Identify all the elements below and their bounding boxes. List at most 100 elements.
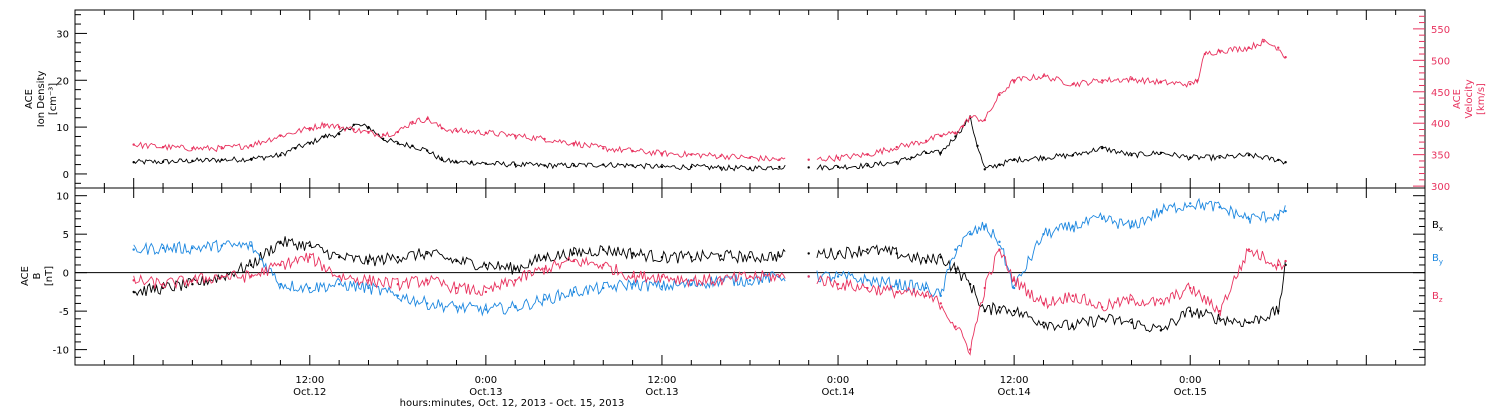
density-series-point <box>455 161 458 164</box>
density-series-point <box>910 156 913 159</box>
by-series-point <box>954 248 957 251</box>
by-series-point <box>983 225 986 228</box>
by-series-point <box>1247 217 1251 220</box>
bx-series-point <box>572 252 576 255</box>
density-series-point <box>983 168 986 171</box>
density-series-point <box>778 165 781 169</box>
velocity-series-point <box>308 127 311 130</box>
bx-series-point <box>1218 317 1221 321</box>
bz-series-point <box>1277 263 1280 267</box>
x-tick-label-time: 0:00 <box>1179 375 1201 386</box>
x-tick-label-date: Oct.14 <box>998 387 1031 398</box>
by-series-point <box>690 282 693 286</box>
bx-series-point <box>132 290 135 294</box>
by-series-point <box>939 294 942 297</box>
density-series-point <box>249 157 253 161</box>
bz-series-point <box>836 282 840 286</box>
bottom-ylabel-line3: [nT] <box>44 266 55 286</box>
by-series-point <box>425 302 429 305</box>
by-series-point <box>968 232 972 236</box>
velocity-series-point <box>968 115 972 119</box>
bx-series-point <box>1247 321 1251 324</box>
velocity-series-point <box>690 153 693 156</box>
density-series-point <box>161 160 165 163</box>
velocity-series-point <box>961 125 964 128</box>
bz-series-point <box>1284 259 1287 263</box>
by-series-point <box>455 306 458 309</box>
bx-series-point <box>1100 317 1104 321</box>
velocity-series-point <box>279 134 282 137</box>
velocity-series-point <box>352 128 356 131</box>
density-series-point <box>220 158 223 162</box>
by-series-trace <box>133 197 1286 317</box>
bz-series-point <box>660 275 664 278</box>
bx-series <box>132 236 1287 333</box>
density-series-point <box>440 158 444 162</box>
bz-series <box>132 247 1287 356</box>
velocity-series-point <box>1203 52 1207 56</box>
velocity-series-point <box>748 156 752 160</box>
bx-series-point <box>998 306 1001 309</box>
bx-series-point <box>396 256 400 259</box>
bz-series-point <box>1247 248 1251 251</box>
bz-series-point <box>719 279 722 282</box>
velocity-series-point <box>367 131 370 134</box>
by-series-point <box>249 244 253 247</box>
bottom-ytick-label: 10 <box>56 192 69 203</box>
density-series-point <box>748 167 752 170</box>
velocity-series-point <box>1071 83 1075 86</box>
top-y2label-line3: [km/s] <box>1476 83 1487 115</box>
density-series <box>132 115 1287 172</box>
x-tick-label-time: 12:00 <box>648 375 677 386</box>
velocity-series-point <box>836 156 840 160</box>
by-series-point <box>543 298 546 301</box>
bz-series-point <box>1159 302 1163 305</box>
bx-series-point <box>1159 329 1163 332</box>
bz-series-point <box>396 282 400 286</box>
bx-series-point <box>778 254 781 257</box>
x-axis-title: hours:minutes, Oct. 12, 2013 - Oct. 15, … <box>400 398 625 409</box>
density-series-point <box>866 164 869 167</box>
bz-series-point <box>778 275 781 278</box>
bx-series-point <box>866 248 869 251</box>
x-tick-label-time: 12:00 <box>1000 375 1029 386</box>
bz-series-point <box>308 256 311 259</box>
bz-series-point <box>895 290 898 294</box>
density-series-trace <box>133 115 1286 172</box>
by-series-point <box>161 246 165 250</box>
top-ytick-label: 30 <box>56 29 69 40</box>
bz-series-point <box>367 279 370 282</box>
bz-series-point <box>514 279 517 282</box>
bx-series-point <box>924 259 928 263</box>
x-tick-label-date: Oct.14 <box>821 387 854 398</box>
density-series-point <box>308 142 311 145</box>
x-tick-label-date: Oct.15 <box>1174 387 1207 398</box>
x-tick-label-date: Oct.13 <box>645 387 678 398</box>
bx-series-point <box>983 309 986 313</box>
by-series-point <box>308 286 311 290</box>
density-series-point <box>132 161 135 164</box>
bx-series-point <box>1012 309 1016 313</box>
by-series-point <box>1100 217 1104 220</box>
density-series-point <box>1071 154 1075 157</box>
bottom-ylabel-line2: B <box>32 272 43 279</box>
velocity-series-point <box>998 93 1001 97</box>
bz-series-point <box>866 286 869 290</box>
bz-series-point <box>484 290 488 294</box>
bx-series-point <box>939 256 942 259</box>
bz-series-point <box>748 275 752 278</box>
bx-series-point <box>836 252 840 255</box>
by-series-point <box>895 282 898 286</box>
bz-series-point <box>1100 306 1104 309</box>
bx-series-point <box>543 256 546 259</box>
bz-series-point <box>1130 298 1133 301</box>
density-series-point <box>939 151 942 155</box>
bx-series-trace <box>133 236 1286 333</box>
velocity-series-point <box>132 143 135 146</box>
density-series-point <box>690 165 693 169</box>
top-ylabel-line1: ACE <box>24 89 35 109</box>
velocity-series-point <box>411 120 414 124</box>
velocity-series-point <box>220 147 223 150</box>
density-series-point <box>572 164 576 167</box>
